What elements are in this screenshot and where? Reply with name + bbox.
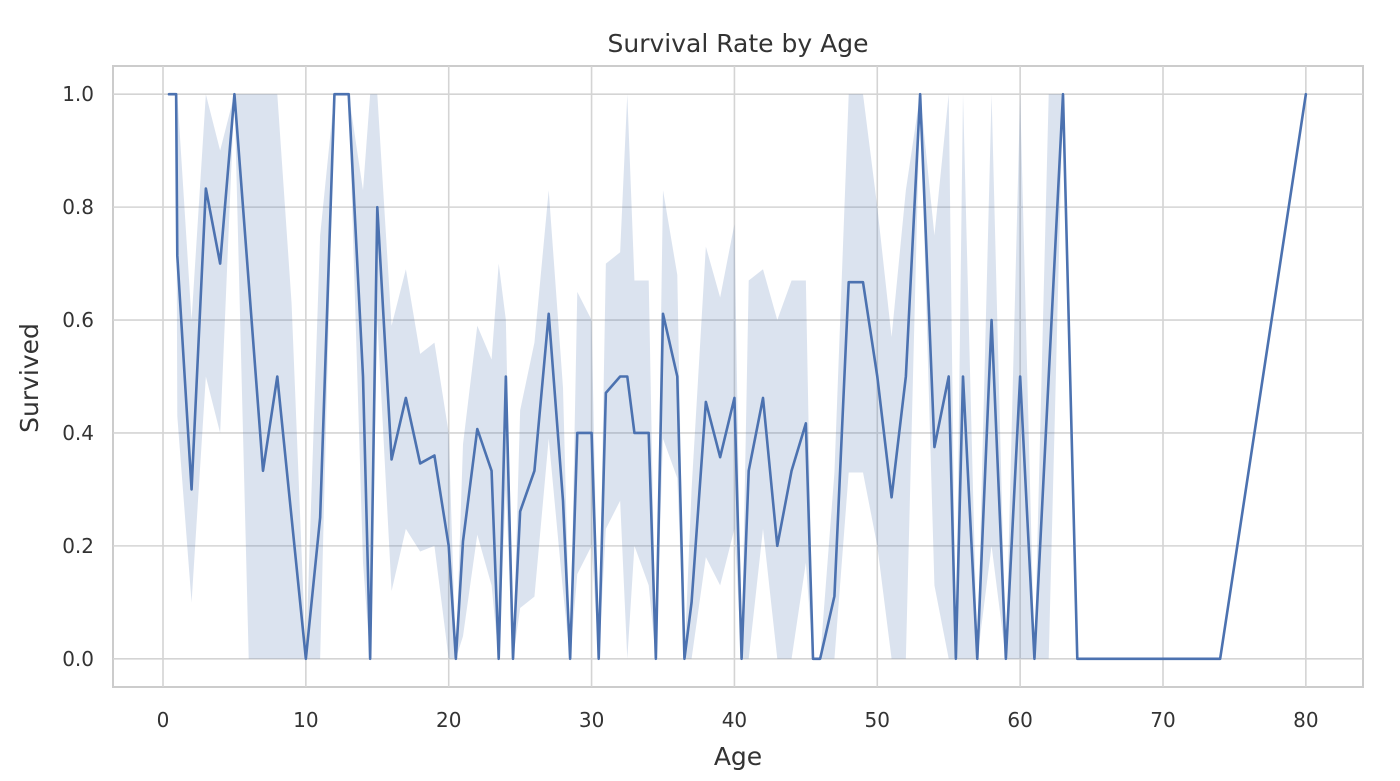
plot-area (112, 65, 1364, 688)
grid (113, 66, 1363, 687)
series-line (167, 92, 1308, 661)
x-tick-label: 30 (579, 708, 604, 732)
x-axis-ticks: 0 10 20 30 40 50 60 70 80 (157, 708, 1319, 732)
y-tick-label: 0.6 (62, 308, 94, 332)
series-line-layer (167, 92, 1308, 661)
x-tick-label: 70 (1150, 708, 1175, 732)
x-tick-label: 50 (865, 708, 890, 732)
x-tick-label: 40 (722, 708, 747, 732)
x-tick-label: 20 (436, 708, 461, 732)
y-tick-label: 0.0 (62, 647, 94, 671)
x-tick-label: 60 (1007, 708, 1032, 732)
x-tick-label: 0 (157, 708, 170, 732)
x-tick-label: 80 (1293, 708, 1318, 732)
y-tick-label: 1.0 (62, 82, 94, 106)
y-axis-label: Survived (15, 323, 44, 433)
confidence-band-layer (169, 94, 1306, 659)
y-tick-label: 0.8 (62, 195, 94, 219)
y-tick-label: 0.4 (62, 421, 94, 445)
y-axis-ticks: 0.0 0.2 0.4 0.6 0.8 1.0 (62, 82, 94, 671)
confidence-band (169, 94, 1306, 659)
chart-title: Survival Rate by Age (608, 29, 869, 58)
y-tick-label: 0.2 (62, 534, 94, 558)
x-axis-label: Age (714, 742, 762, 771)
x-tick-label: 10 (293, 708, 318, 732)
